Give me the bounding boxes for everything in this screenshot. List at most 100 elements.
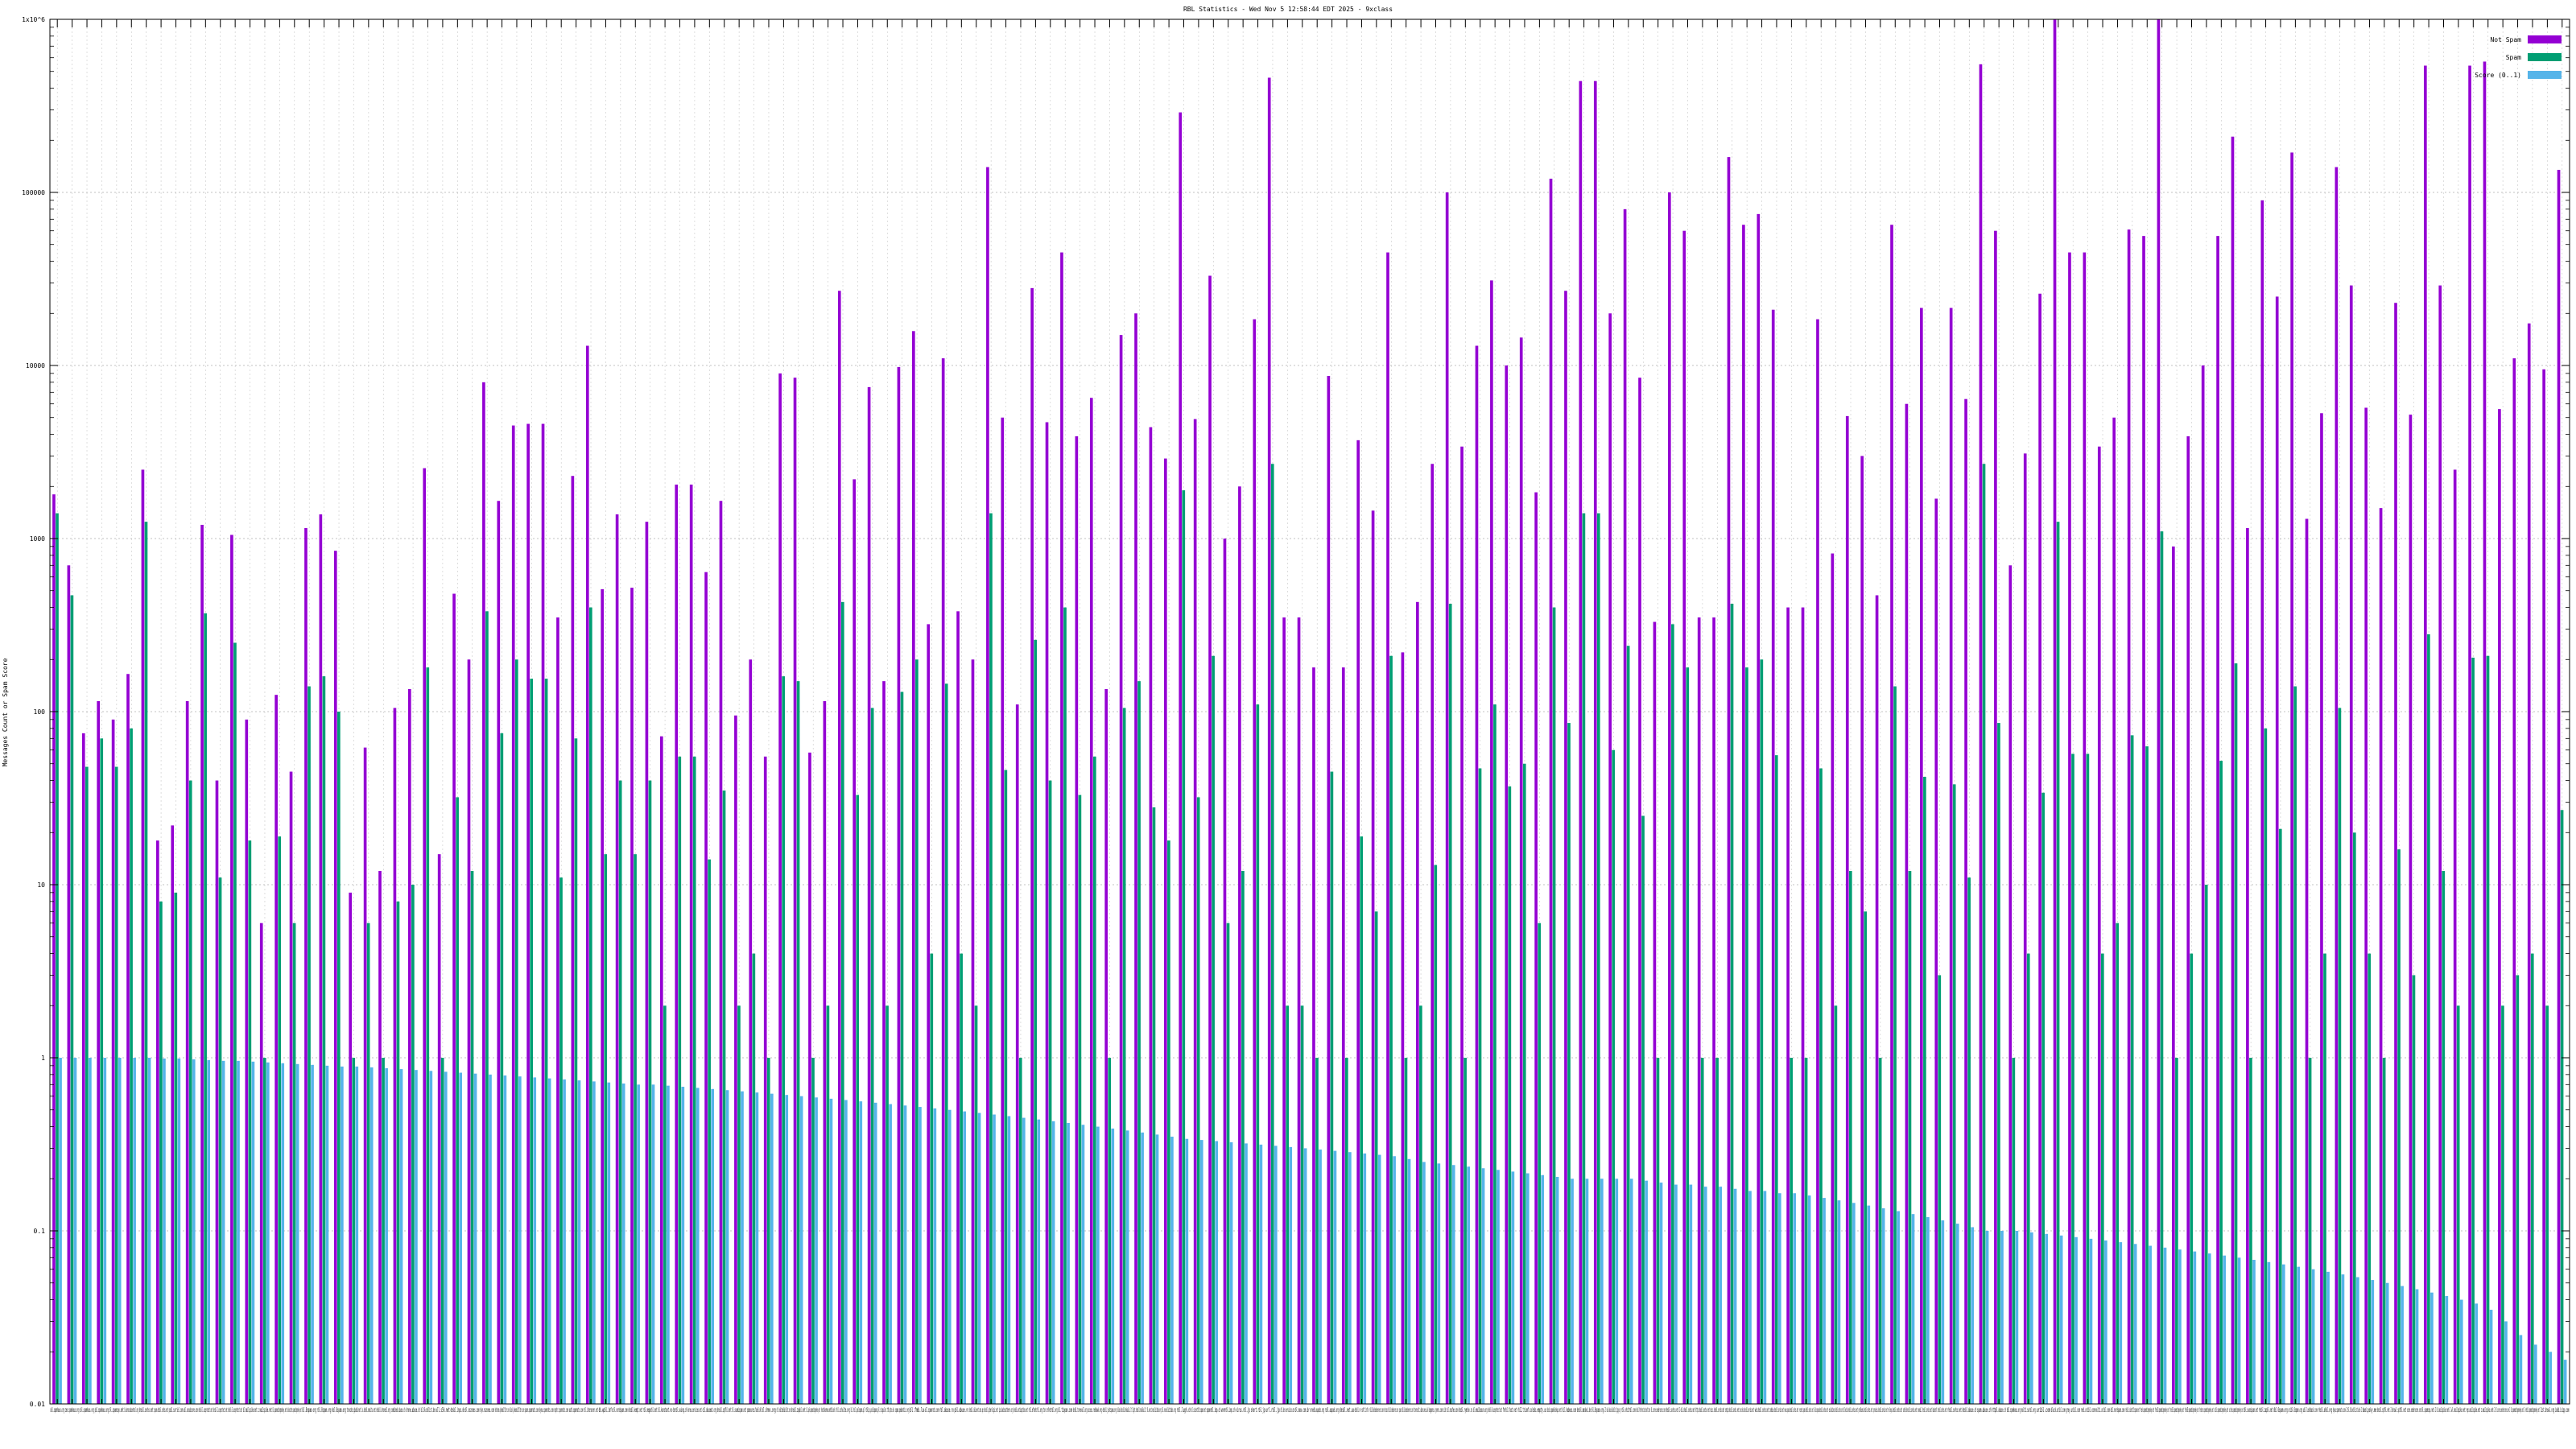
bar-not-spam [1119, 335, 1123, 1404]
x-tick-label: score.senderscore.com [2407, 1406, 2421, 1414]
bar-spam [144, 522, 148, 1405]
x-tick-label: dnsbl.forefront.microsoft.com [1637, 1406, 1651, 1414]
bar-not-spam [1416, 601, 1419, 1404]
bar-spam [989, 513, 993, 1404]
bar-not-spam [1816, 319, 1819, 1404]
bar-score [1111, 1128, 1115, 1404]
x-tick-label: bl.spamcop.net [109, 1406, 123, 1414]
x-tick-label: dnsbl.abuse.ch [1963, 1406, 1976, 1414]
x-tick-label: spam.pedantic.org [895, 1406, 909, 1414]
bar-spam [2012, 1058, 2016, 1404]
bar-score [2311, 1269, 2315, 1404]
bar-score [2504, 1321, 2508, 1404]
bar-score [2430, 1292, 2434, 1404]
bar-not-spam [2409, 415, 2413, 1404]
bar-score [2000, 1231, 2004, 1404]
bar-score [311, 1064, 314, 1404]
bar-not-spam [156, 840, 159, 1404]
bar-score [1823, 1198, 1826, 1404]
x-tick-label: z.mailspike.net [258, 1406, 271, 1414]
bar-score [1081, 1125, 1085, 1404]
bar-score [1777, 1193, 1781, 1404]
bar-not-spam [1045, 422, 1049, 1404]
bar-not-spam [1905, 403, 1909, 1404]
bar-not-spam [1979, 64, 1983, 1404]
bar-score [444, 1071, 448, 1404]
x-tick-label: bl.0spam.org [302, 1406, 316, 1414]
bar-not-spam [1786, 607, 1790, 1404]
bar-score [2563, 1360, 2567, 1404]
bar-score [741, 1091, 744, 1404]
bar-spam [1774, 755, 1778, 1404]
bar-not-spam [349, 892, 353, 1404]
bar-not-spam [1149, 427, 1153, 1404]
bar-not-spam [971, 659, 975, 1404]
y-tick-label: 100 [34, 708, 46, 716]
bar-score [799, 1096, 803, 1404]
bar-spam [2160, 531, 2164, 1404]
bar-not-spam [2453, 469, 2457, 1404]
bar-spam [1671, 624, 1674, 1404]
bar-not-spam [897, 366, 901, 1405]
bar-not-spam [1208, 275, 1212, 1404]
bar-not-spam [882, 681, 886, 1404]
bar-score [1363, 1153, 1367, 1404]
bar-not-spam [2231, 136, 2235, 1404]
x-tick-label: dbl.nordspam.com [2111, 1406, 2125, 1414]
bar-spam [826, 1005, 830, 1404]
x-tick-label: bl.spameatingmonkey.net [273, 1406, 287, 1414]
bar-score [1703, 1187, 1707, 1404]
x-tick-label: dnsbl-0.uceprotect.net [1488, 1406, 1501, 1414]
bar-spam [1018, 1058, 1022, 1404]
x-tick-label: dnsbl.dronebl.org [377, 1406, 390, 1414]
bar-spam [708, 859, 711, 1404]
x-tick-label: urired.spameatingmonkey.net [2229, 1406, 2243, 1414]
bar-spam [470, 870, 474, 1404]
x-tick-label: bl.nszones.com [465, 1406, 480, 1414]
bar-not-spam [1193, 419, 1197, 1404]
x-tick-label: spam.rbl.blockedservers.com [1399, 1406, 1414, 1414]
bar-spam [1404, 1058, 1408, 1404]
x-tick-label: dyn.nszones.com [480, 1406, 494, 1414]
bar-score [2475, 1303, 2478, 1404]
legend-swatch [2528, 53, 2562, 61]
x-tick-label: dbl.0spam.org [2273, 1406, 2287, 1414]
axes: 0.01 0.1 1 10 100 1000 10000 100000 1x10^6 [22, 16, 2570, 1408]
bar-not-spam [393, 708, 397, 1404]
bar-not-spam [837, 291, 841, 1404]
bar-not-spam [67, 565, 71, 1404]
bar-not-spam [1282, 617, 1286, 1404]
bar-score [369, 1067, 374, 1404]
bar-not-spam [1356, 440, 1360, 1404]
bar-not-spam [52, 494, 56, 1404]
bar-not-spam [437, 854, 441, 1404]
bar-not-spam [2097, 446, 2101, 1404]
bar-not-spam [2512, 358, 2516, 1404]
bar-spam [1374, 911, 1378, 1404]
bar-spam [352, 1058, 356, 1404]
bar-spam [1448, 604, 1452, 1404]
bar-not-spam [1845, 415, 1849, 1404]
x-tick-label: dnsbl.anticaptcha.net [1013, 1406, 1027, 1414]
bar-score [103, 1058, 107, 1404]
bar-score [1807, 1195, 1811, 1404]
bar-score [1748, 1191, 1752, 1404]
bar-spam [1034, 639, 1038, 1404]
bar-spam [1745, 667, 1748, 1404]
x-tick-label: dnsbl.spfbl.net [717, 1406, 731, 1414]
bar-not-spam [452, 593, 456, 1404]
bar-spam [500, 733, 504, 1404]
bar-spam [1182, 490, 1186, 1404]
x-tick-label: dnsbl.sorbs.net-2 [1666, 1406, 1679, 1414]
bar-not-spam [126, 674, 130, 1404]
bar-not-spam [1223, 539, 1227, 1404]
bar-score [2415, 1289, 2419, 1404]
bar-score [637, 1084, 640, 1404]
bar-spam [915, 659, 919, 1404]
bar-not-spam [2364, 407, 2368, 1404]
bar-not-spam [2320, 413, 2323, 1404]
bar-score [2549, 1352, 2553, 1404]
bar-spam [796, 681, 800, 1404]
bar-score [1615, 1179, 1619, 1404]
bar-spam [2442, 870, 2446, 1404]
